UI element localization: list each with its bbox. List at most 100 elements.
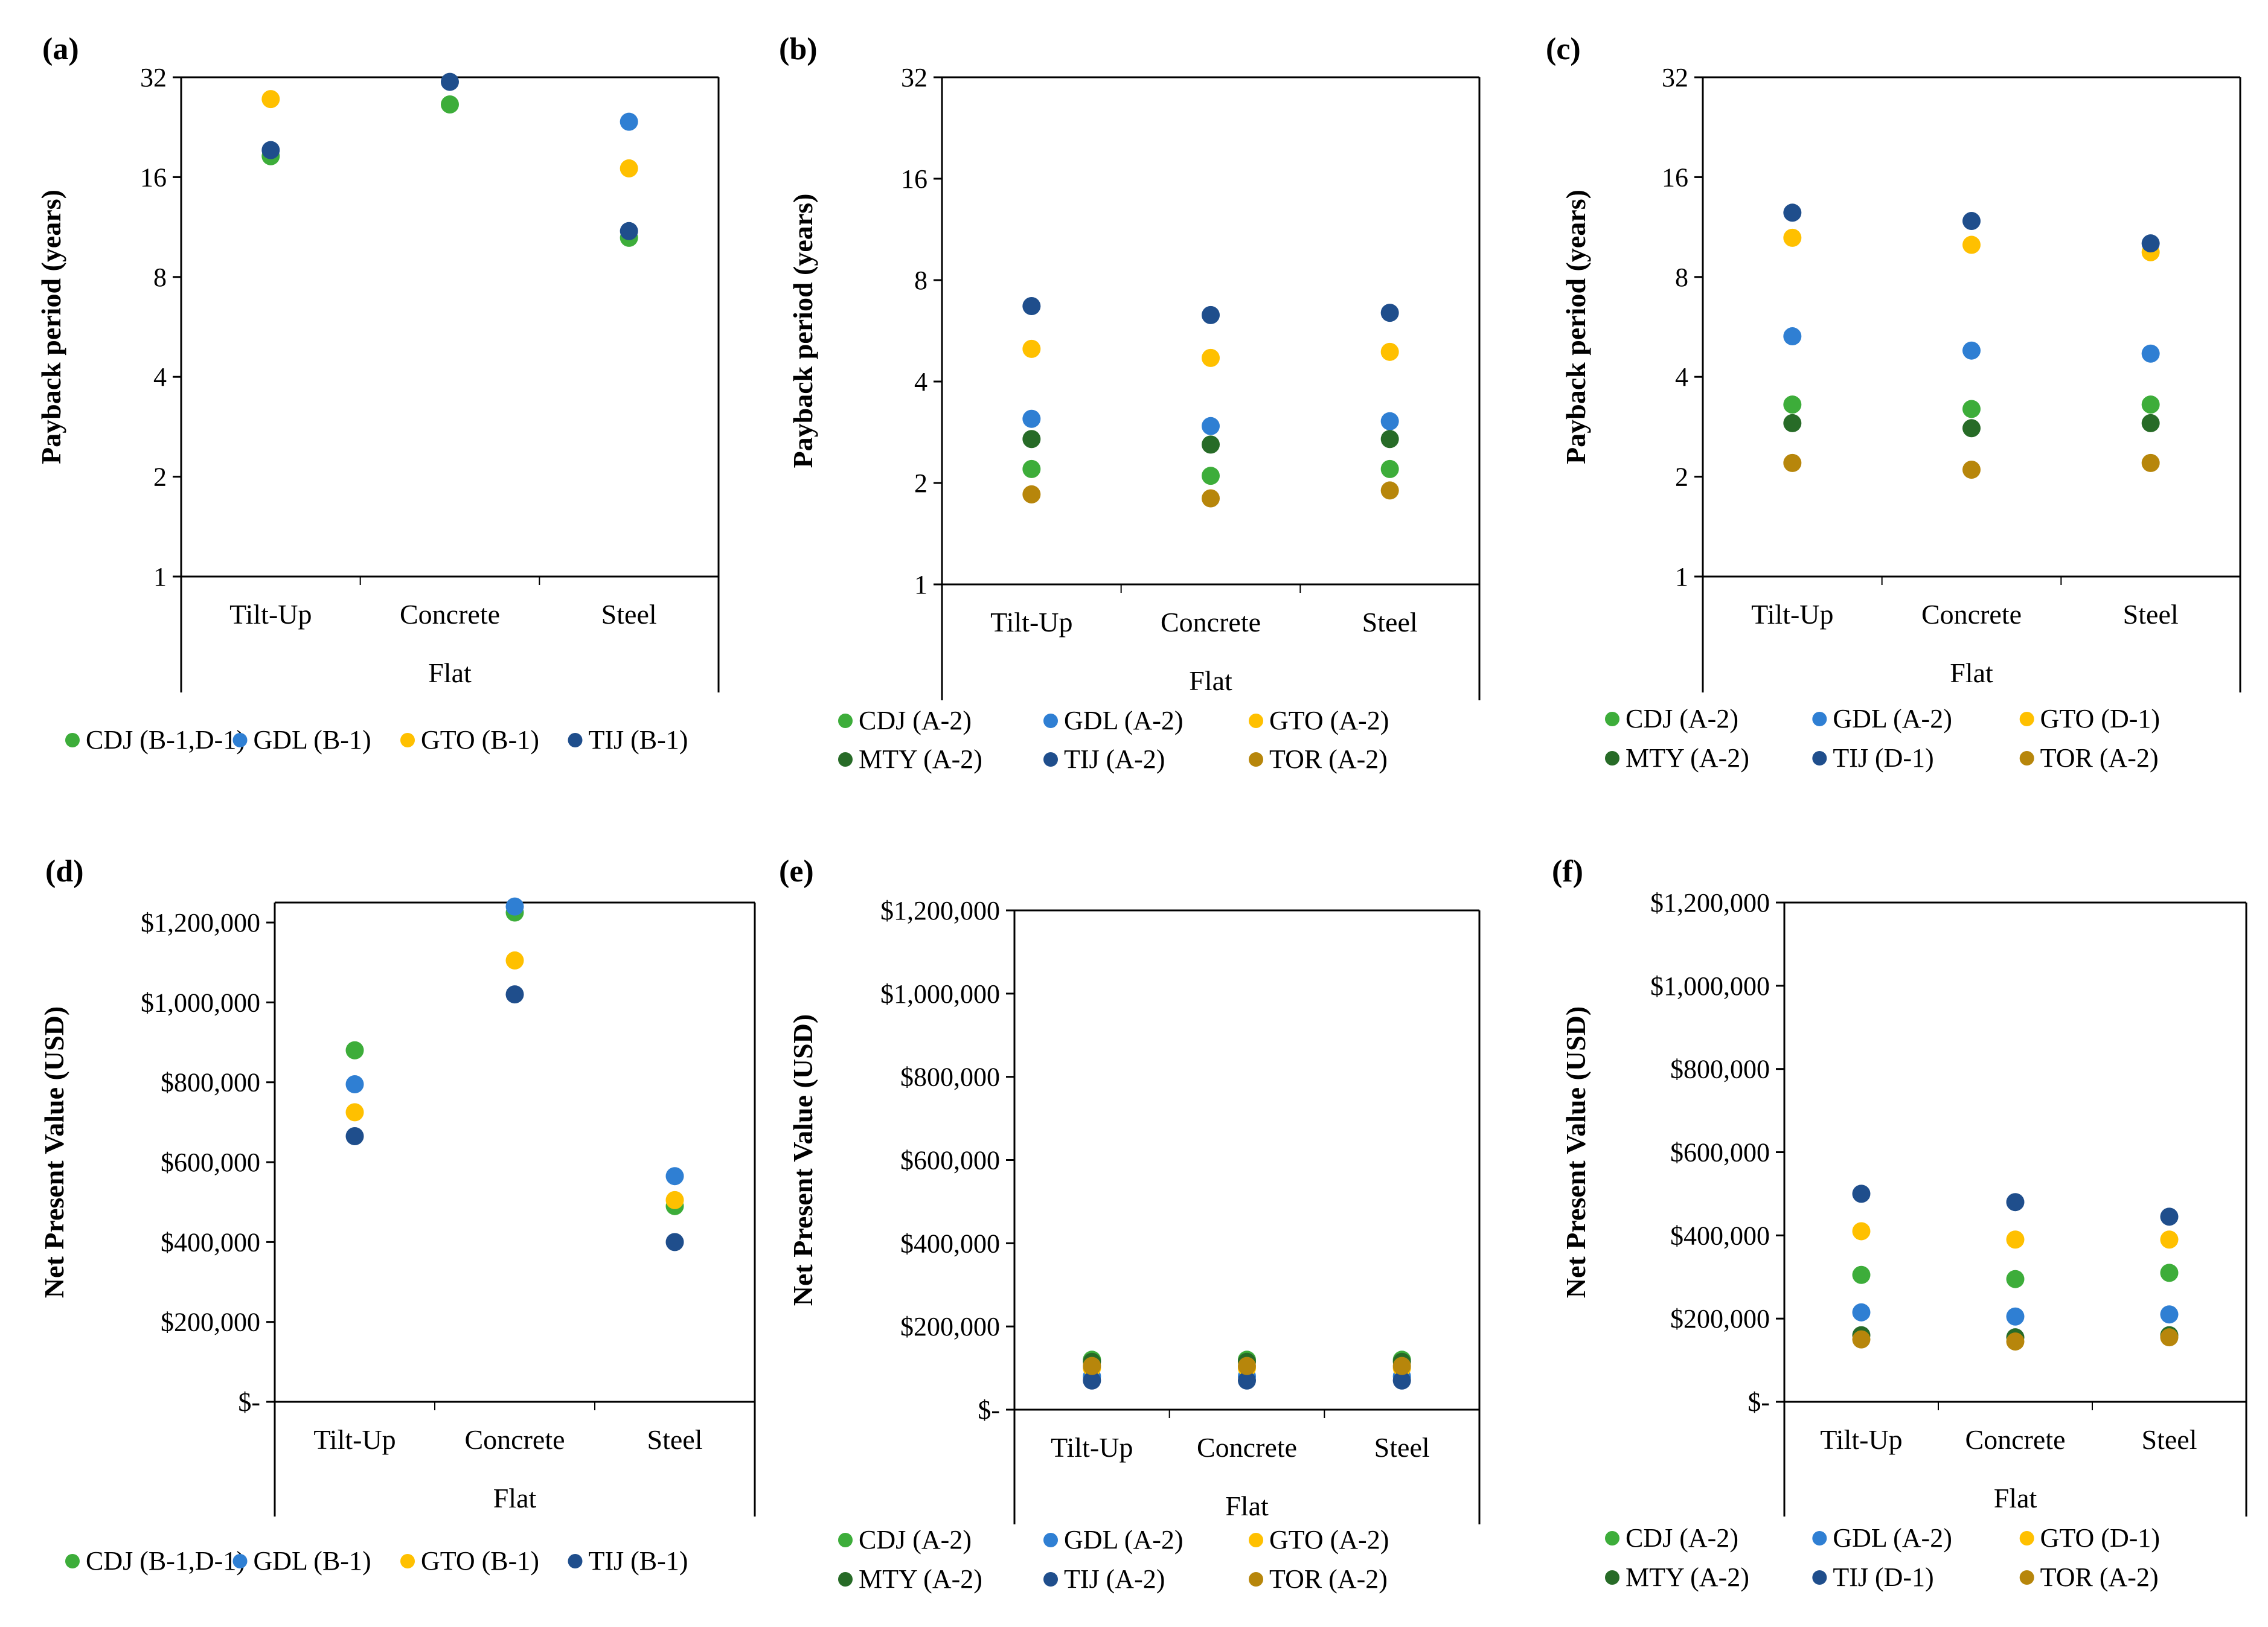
y-axis-title: Net Present Value (USD) (787, 1014, 818, 1306)
y-tick-label: 2 (153, 462, 167, 492)
data-point-gto (1022, 339, 1041, 358)
y-tick-label: $1,200,000 (141, 908, 260, 938)
legend: CDJ (A-2) GDL (A-2) GTO (D-1) MTY (A-2) TIJ … (1605, 704, 2160, 773)
data-point-tij (1083, 1371, 1101, 1390)
chart-panel-f: (f) $- $200,000 $400,000 $600,000 $800,000 $1,… (1552, 854, 2247, 1592)
legend: CDJ (B-1,D-1) GDL (B-1) GTO (B-1) TIJ (B-1) (65, 725, 688, 755)
legend-label: GDL (B-1) (254, 725, 371, 755)
data-point-tij (2141, 234, 2160, 253)
data-point-tij (345, 1127, 364, 1146)
y-tick-label: $600,000 (1670, 1138, 1770, 1168)
y-tick-label: $- (1747, 1387, 1770, 1417)
legend-label: CDJ (A-2) (1626, 1523, 1738, 1553)
legend-label: GTO (B-1) (421, 1546, 539, 1576)
data-point-tij (1238, 1371, 1256, 1390)
panel-label: (d) (45, 854, 84, 889)
data-point-gdl (1202, 417, 1220, 435)
data-point-tij (665, 1233, 684, 1251)
y-tick-label: $200,000 (900, 1312, 1000, 1341)
legend-marker (838, 1533, 853, 1547)
legend-marker (838, 1572, 853, 1587)
legend-label: TOR (A-2) (2040, 743, 2159, 773)
data-point-gdl (505, 897, 524, 916)
data-point-gto (665, 1191, 684, 1209)
legend-marker (838, 714, 853, 728)
y-tick-label: $1,200,000 (1650, 888, 1770, 918)
legend-label: MTY (A-2) (1626, 1562, 1749, 1592)
data-point-tij (1852, 1184, 1871, 1203)
legend-label: GDL (A-2) (1064, 706, 1184, 735)
legend-marker (2019, 1531, 2034, 1545)
y-tick-label: 32 (901, 63, 927, 92)
legend-label: TIJ (B-1) (589, 1546, 688, 1576)
x-tick-label: Steel (601, 599, 657, 630)
legend-marker (2019, 1570, 2034, 1585)
y-tick-label: $600,000 (900, 1146, 1000, 1175)
legend-label: TOR (A-2) (1269, 744, 1388, 774)
x-tick-label: Concrete (1197, 1432, 1297, 1463)
y-tick-label: $1,000,000 (880, 979, 1000, 1009)
legend-marker (1605, 712, 1619, 726)
legend-label: TIJ (D-1) (1833, 743, 1933, 773)
legend-label: GTO (A-2) (1269, 1525, 1389, 1555)
x-tick-label: Tilt-Up (1820, 1424, 1902, 1455)
data-point-mty (1202, 435, 1220, 454)
legend-label: TIJ (A-2) (1064, 1564, 1165, 1594)
y-tick-label: $1,000,000 (141, 988, 260, 1017)
chart-panel-c: (c) 1 2 4 8 16 32 Payback period (years) Tilt-Up… (1546, 32, 2241, 773)
data-point-gto (1202, 348, 1220, 367)
data-point-gdl (1783, 327, 1802, 346)
data-point-cdj (1022, 459, 1041, 478)
data-point-tor (1852, 1330, 1871, 1349)
x-group-label: Flat (1225, 1491, 1269, 1521)
data-point-mty (1962, 419, 1981, 438)
y-axis-title: Payback period (years) (1560, 190, 1591, 464)
y-tick-label: 16 (1662, 162, 1688, 192)
y-tick-label: 16 (901, 164, 927, 194)
data-point-tor (1238, 1357, 1256, 1375)
data-point-cdj (1962, 400, 1981, 418)
legend-marker (1043, 1533, 1058, 1547)
data-point-tor (1022, 485, 1041, 503)
x-tick-label: Concrete (1965, 1424, 2065, 1455)
data-point-gdl (2006, 1307, 2025, 1326)
data-point-gto (1380, 342, 1399, 361)
legend-label: CDJ (B-1,D-1) (86, 1546, 245, 1576)
y-tick-label: $200,000 (1670, 1304, 1770, 1334)
y-tick-label: 8 (153, 263, 167, 292)
y-tick-label: $1,200,000 (880, 896, 1000, 925)
panel-label: (c) (1546, 32, 1581, 66)
legend-marker (1605, 751, 1619, 766)
legend-label: GDL (A-2) (1833, 704, 1952, 734)
chart-panel-b: (b) 1 2 4 8 16 32 Payback period (years) Tilt-Up… (779, 32, 1481, 774)
legend-marker (1605, 1570, 1619, 1585)
legend-label: TOR (A-2) (1269, 1564, 1388, 1594)
data-point-cdj (2160, 1264, 2179, 1282)
legend-marker (838, 752, 853, 767)
panel-label: (f) (1552, 854, 1583, 889)
data-point-mty (2141, 414, 2160, 432)
data-point-tij (1783, 203, 1802, 222)
data-point-gto (345, 1103, 364, 1122)
legend-label: GDL (A-2) (1833, 1523, 1952, 1553)
legend-label: CDJ (A-2) (1626, 704, 1738, 734)
legend-label: GTO (A-2) (1269, 706, 1389, 735)
legend-marker (1043, 752, 1058, 767)
data-point-tor (1392, 1357, 1411, 1375)
legend-marker (1812, 712, 1827, 726)
data-point-gto (1783, 228, 1802, 247)
x-tick-label: Steel (2142, 1424, 2197, 1455)
data-point-gto (2160, 1230, 2179, 1249)
legend-marker (1812, 1531, 1827, 1545)
y-tick-label: $1,000,000 (1650, 971, 1770, 1001)
y-tick-label: 1 (914, 570, 927, 599)
legend-marker (1249, 714, 1263, 728)
legend-marker (65, 733, 80, 747)
data-point-cdj (441, 95, 459, 114)
y-tick-label: $200,000 (161, 1308, 260, 1337)
data-point-tor (2160, 1328, 2179, 1347)
x-tick-label: Steel (2123, 599, 2179, 630)
data-point-tij (1202, 305, 1220, 324)
data-point-gto (261, 90, 280, 109)
data-point-gdl (665, 1167, 684, 1186)
